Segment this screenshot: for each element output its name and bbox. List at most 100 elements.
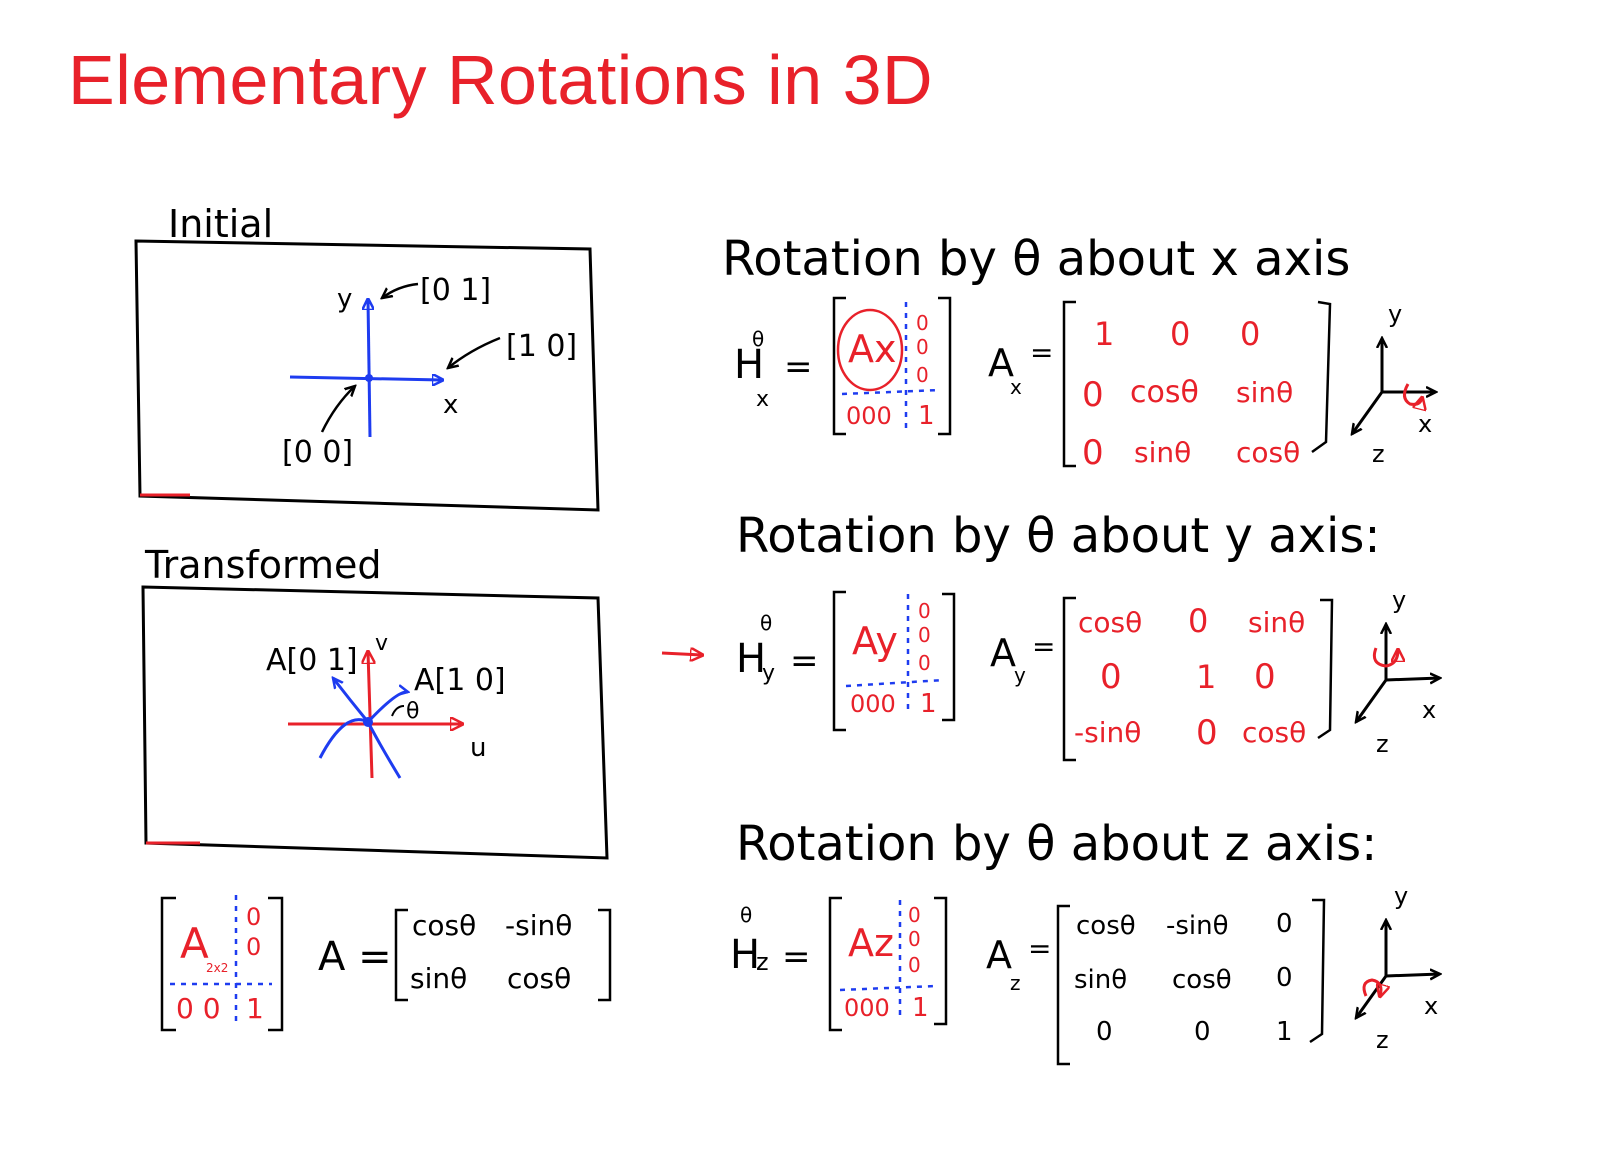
hy-col-0: 0 [918,599,931,623]
axes-x-x-label: x [1418,410,1432,438]
hx-one: 1 [918,401,935,431]
a-bracket-left [394,908,408,1002]
az-cell-1-1: cosθ [1172,965,1232,995]
hx-sub: x [756,387,769,412]
az-bracket-right [1309,898,1326,1044]
hy-equals: = [790,641,819,681]
az-cell-2-1: 0 [1194,1017,1211,1047]
transformed-panel: Transformed θ v u A[0 1] A[1 0] [141,543,609,860]
initial-x-label: x [443,390,458,420]
transformed-frame [141,585,609,860]
hz-col-1: 0 [908,927,921,951]
hx-bracket-right [938,296,952,436]
hy-bracket-left [832,590,846,732]
rotation-x-section: Rotation by θ about x axis H θ x = Ax 0 … [722,231,1436,473]
axes-z-z-label: z [1376,1026,1389,1054]
axes-z-x-label: x [1424,992,1438,1020]
rotation-z-heading: Rotation by θ about z axis: [736,816,1377,872]
az-bracket-left [1056,904,1070,1066]
hz-horizontal-divider [839,984,937,992]
hz-one: 1 [912,993,929,1023]
z-rotation-curl [1362,978,1381,996]
axes-x-y-label: y [1388,300,1402,328]
az-cell-0-2: 0 [1276,909,1293,939]
axes-icon-z-rotation: y x z [1356,882,1440,1054]
ax-cell-2-0: 0 [1082,433,1104,473]
angle-arc [391,705,405,717]
a-bracket-right [598,908,612,1002]
az-label: A [986,933,1012,977]
hz-col-0: 0 [908,903,921,927]
ay-cell-1-2: 0 [1254,657,1276,697]
hy-sub: y [762,661,775,686]
two-d-matrix: A 2x2 0 0 0 0 1 A = cosθ -sinθ sinθ cosθ [160,895,612,1032]
hy-col-1: 0 [918,623,931,647]
ax-equals: = [1030,336,1053,369]
a-cell-0-1: -sinθ [505,909,572,942]
axes-y-z-arrow [1356,679,1388,722]
ax-sub: x [1010,375,1022,399]
axes-z-z-arrow [1356,975,1388,1018]
angle-label: θ [406,699,419,724]
rotation-x-heading: Rotation by θ about x axis [722,231,1350,287]
axes-z-x-arrow [1385,974,1440,976]
ax-cell-2-2: cosθ [1236,436,1300,469]
initial-panel: Initial y x [0 1] [1 0] [0 0] [134,202,600,512]
hy-sup: θ [760,611,772,635]
hz-bracket-right [934,896,948,1026]
h2-col-0: 0 [246,903,261,931]
az-equals: = [1028,932,1051,965]
hz-row: 000 [844,994,890,1022]
ay-equals: = [1032,630,1055,663]
hx-col-2: 0 [916,363,929,387]
axes-x-z-label: z [1372,440,1385,468]
ay-cell-2-0: -sinθ [1074,716,1141,749]
rotation-z-section: Rotation by θ about z axis: H θ z = Az 0… [730,816,1440,1066]
pointer-arrow-origin [320,386,355,433]
vector-a-0-1: A[0 1] [266,643,358,678]
ax-bracket-right [1311,300,1332,454]
ax-cell-0-2: 0 [1240,315,1260,353]
az-sub: z [1010,971,1021,995]
axes-y-x-label: x [1422,696,1436,724]
a-equals-label: A = [318,934,392,980]
axes-icon-y-rotation: y x z [1356,586,1440,758]
hz-sub: z [756,948,769,976]
initial-frame [134,239,600,512]
hy-block-a: Ay [852,619,898,663]
ay-bracket-right [1317,598,1334,740]
h2-bracket-left [160,896,176,1032]
initial-y-axis [368,300,370,438]
hy-horizontal-divider [845,678,945,688]
az-cell-2-2: 1 [1276,1017,1293,1047]
pointer-arrow-red [661,653,702,655]
a-cell-0-0: cosθ [412,909,476,942]
hy-col-2: 0 [918,651,931,675]
axes-icon-x-rotation: y x z [1352,300,1436,468]
h2-block-a: A [180,919,209,968]
az-cell-0-1: -sinθ [1166,911,1229,941]
y-rotation-curl [1372,647,1398,668]
transformed-label: Transformed [144,543,382,587]
vector-0-0: [0 0] [282,435,353,470]
ay-cell-1-1: 1 [1196,658,1216,696]
initial-origin-dot [365,374,373,382]
v-label: v [375,631,388,656]
rotation-y-section: Rotation by θ about y axis: H θ y = Ay 0… [661,508,1440,762]
vector-0-1: [0 1] [420,273,491,308]
ay-cell-1-0: 0 [1100,657,1122,697]
h2-bracket-right [268,896,284,1032]
hz-bracket-left [828,896,842,1032]
hy-bracket-right [942,592,956,722]
ay-cell-2-1: 0 [1196,713,1218,753]
hz-sup: θ [740,903,752,927]
ay-cell-0-2: sinθ [1248,606,1305,639]
hx-block-a: Ax [848,327,896,371]
hx-equals: = [784,347,813,387]
ay-cell-0-1: 0 [1188,602,1208,640]
hx-bracket-left [832,296,846,436]
axes-y-z-label: z [1376,730,1389,758]
hx-block-circle [836,308,904,392]
hx-sup: θ [752,327,764,351]
axes-y-y-label: y [1392,586,1406,614]
